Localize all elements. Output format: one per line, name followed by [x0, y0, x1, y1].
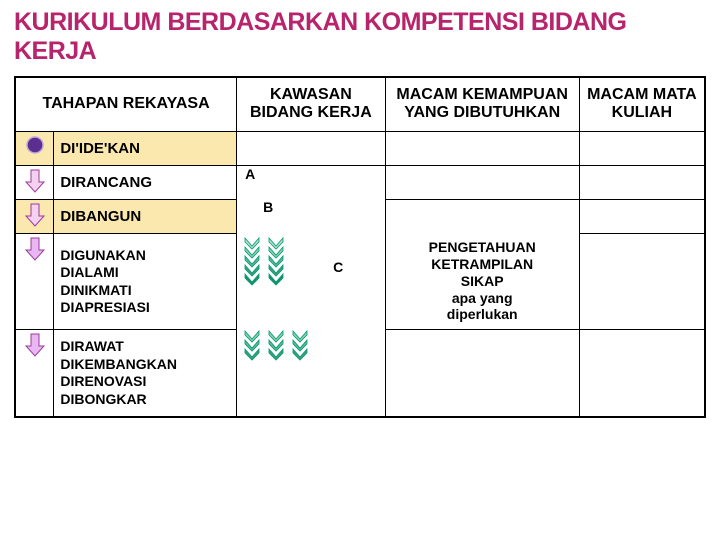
curriculum-table: TAHAPAN REKAYASA KAWASAN BIDANG KERJA MA…	[14, 76, 706, 418]
arrow-down-icon	[24, 332, 46, 358]
stage-dirawat-group: DIRAWAT DIKEMBANGKAN DIRENOVASI DIBONGKA…	[54, 330, 237, 418]
chevron-stack-c2	[291, 334, 309, 361]
pengetahuan-cell: PENGETAHUAN KETRAMPILAN SIKAP apa yang d…	[385, 233, 579, 329]
circle-icon	[24, 134, 46, 156]
stage-digunakan-group: DIGUNAKAN DIALAMI DINIKMATI DIAPRESIASI	[54, 233, 237, 329]
chevron-stack-b	[267, 241, 285, 286]
chevron-stack-b2	[267, 334, 285, 361]
stage-diidekan: DI'IDE'KAN	[54, 131, 237, 165]
arrow-down-icon	[24, 236, 46, 262]
stage-dibangun: DIBANGUN	[54, 199, 237, 233]
stage-dirancang: DIRANCANG	[54, 165, 237, 199]
chevron-stack-a	[243, 241, 261, 286]
chevron-stack-a2	[243, 334, 261, 361]
header-kawasan: KAWASAN BIDANG KERJA	[237, 77, 386, 131]
header-tahapan: TAHAPAN REKAYASA	[15, 77, 237, 131]
header-macam-mata-kuliah: MACAM MATA KULIAH	[579, 77, 705, 131]
header-macam-kemampuan: MACAM KEMAMPUAN YANG DIBUTUHKAN	[385, 77, 579, 131]
arrow-down-icon	[24, 202, 46, 228]
label-a: A	[245, 166, 255, 182]
arrow-down-icon	[24, 168, 46, 194]
label-c: C	[333, 259, 343, 275]
page-title: KURIKULUM BERDASARKAN KOMPETENSI BIDANG …	[14, 8, 706, 66]
label-b: B	[263, 199, 273, 215]
